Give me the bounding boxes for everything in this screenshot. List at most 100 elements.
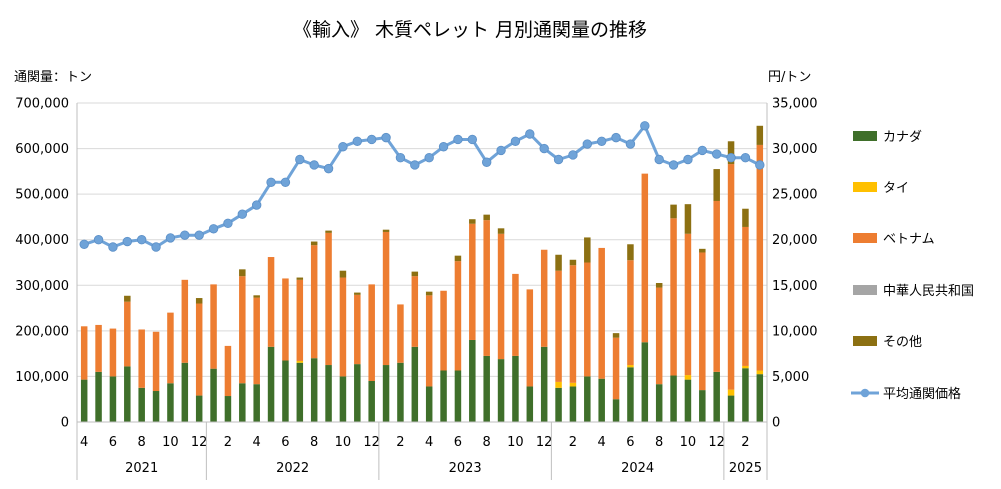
left-tick-label: 200,000 (15, 324, 69, 339)
bar-segment (742, 368, 749, 422)
price-point (93, 235, 104, 245)
price-point (697, 145, 708, 156)
bar-segment (612, 399, 620, 422)
bar-segment (224, 345, 232, 397)
bar-segment (555, 270, 562, 382)
month-tick-label: 8 (310, 435, 318, 450)
month-tick-label: 10 (507, 435, 524, 450)
bar-segment (267, 346, 275, 422)
bar-segment (210, 284, 217, 369)
price-point (596, 136, 607, 146)
bar-segment (584, 262, 591, 377)
price-point (625, 139, 636, 149)
bar-segment (469, 223, 476, 340)
bar-segment (310, 358, 318, 422)
bar-segment (469, 219, 476, 224)
left-tick-label: 700,000 (15, 97, 69, 112)
month-tick-label: 6 (109, 435, 117, 450)
legend-swatch (853, 131, 877, 141)
bar-segment (756, 144, 764, 371)
bar-segment (239, 383, 246, 422)
bar-segment (469, 339, 476, 422)
bar-segment (397, 362, 404, 422)
price-point (194, 230, 204, 240)
chart-title: 《輸入》 木質ペレット 月別通関量の推移 (293, 19, 647, 41)
legend-swatch (853, 233, 877, 243)
bar-segment (224, 396, 232, 422)
bar-segment (641, 342, 649, 422)
bar-segment (282, 360, 289, 422)
left-tick-label: 0 (61, 416, 69, 431)
bar-segment (339, 376, 347, 422)
legend-label: タイ (883, 181, 909, 196)
bar-segment (296, 279, 304, 361)
price-point (366, 134, 377, 145)
bar-segment (555, 254, 562, 271)
bar-segment (95, 371, 102, 422)
price-point (640, 121, 650, 131)
month-tick-label: 10 (680, 435, 697, 450)
price-point (280, 177, 291, 187)
month-tick-label: 4 (80, 435, 88, 450)
bar-segment (253, 384, 260, 422)
bar-segment (742, 226, 749, 366)
month-tick-label: 2 (396, 435, 404, 450)
price-point (726, 152, 736, 163)
bar-segment (727, 141, 735, 165)
bar-segment (109, 328, 117, 377)
month-tick-label: 2 (741, 435, 749, 450)
bar-segment (512, 355, 519, 422)
bar-segment (253, 297, 260, 385)
price-point (525, 129, 535, 139)
legend-label: 平均通関価格 (883, 386, 961, 402)
year-label: 2023 (449, 461, 482, 476)
month-tick-label: 10 (162, 435, 179, 450)
bar-segment (310, 245, 318, 359)
price-point (683, 154, 693, 165)
month-tick-label: 10 (335, 435, 352, 450)
bar-segment (727, 164, 735, 390)
month-tick-label: 12 (708, 435, 725, 450)
bar-segment (440, 290, 447, 371)
month-tick-label: 8 (483, 435, 491, 450)
bar-segment (454, 261, 462, 371)
legend-swatch (853, 285, 877, 295)
bar-segment (598, 247, 605, 379)
month-tick-label: 6 (281, 435, 289, 450)
price-point (668, 160, 679, 170)
bar-segment (497, 228, 505, 234)
bar-segment (584, 376, 591, 422)
bar-segment (282, 278, 289, 361)
price-point (740, 152, 751, 163)
price-point (108, 242, 118, 252)
bar-segment (167, 383, 174, 422)
legend-label: その他 (883, 335, 922, 350)
bar-segment (124, 301, 131, 367)
bar-segment (354, 292, 361, 295)
bar-segment (483, 220, 490, 356)
bar-segment (296, 277, 304, 280)
left-axis-label: 通関量：トン (14, 70, 92, 85)
price-point (237, 209, 248, 219)
month-tick-label: 4 (598, 435, 606, 450)
bar-segment (684, 375, 692, 380)
bar-segment (497, 233, 505, 360)
bar-segment (368, 284, 375, 381)
legend-label: ベトナム (883, 232, 935, 247)
price-point (582, 139, 593, 149)
bar-segment (483, 214, 490, 221)
bar-series (80, 125, 764, 422)
bar-segment (325, 365, 332, 422)
legend-label: カナダ (883, 130, 922, 145)
price-point (136, 235, 147, 245)
left-tick-label: 300,000 (15, 279, 69, 294)
right-tick-label: 10,000 (772, 324, 818, 339)
month-tick-label: 8 (138, 435, 146, 450)
legend-swatch (853, 182, 877, 192)
bar-segment (296, 362, 304, 422)
bar-segment (727, 395, 735, 422)
price-point (79, 239, 89, 249)
price-point (510, 136, 521, 146)
bar-segment (109, 376, 117, 422)
